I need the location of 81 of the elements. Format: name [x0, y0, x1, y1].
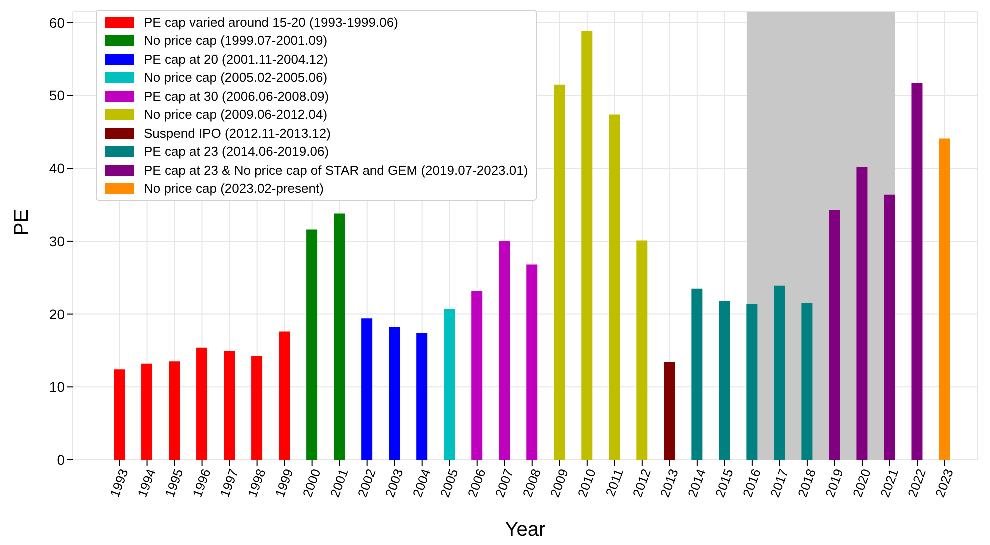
- bar: [499, 241, 510, 460]
- bar: [114, 370, 126, 460]
- bar: [856, 167, 868, 460]
- bar: [692, 288, 703, 460]
- x-tick-label: 1995: [162, 467, 186, 500]
- x-tick-label: 1994: [134, 467, 159, 500]
- bar: [664, 362, 676, 460]
- bar: [444, 309, 456, 460]
- bar: [416, 333, 428, 460]
- y-tick-label: 50: [49, 88, 66, 104]
- bar: [362, 318, 373, 460]
- y-tick-label: 40: [49, 160, 66, 177]
- y-tick-label: 20: [49, 306, 66, 322]
- x-tick-label: 1993: [107, 467, 132, 500]
- x-tick-label: 2000: [300, 467, 324, 500]
- bar: [774, 286, 786, 460]
- bar: [334, 214, 346, 460]
- bar: [554, 84, 566, 460]
- bar: [636, 240, 648, 460]
- legend-label: PE cap at 20 (2001.11-2004.12): [144, 52, 328, 67]
- x-tick-label: 2015: [712, 467, 736, 500]
- x-tick-label: 2005: [437, 467, 462, 500]
- bar: [142, 364, 153, 460]
- x-tick-label: 2022: [904, 467, 929, 500]
- bar: [609, 114, 620, 460]
- x-tick-label: 1998: [244, 467, 269, 500]
- x-tick-label: 2004: [410, 467, 434, 500]
- x-tick-label: 2019: [822, 467, 846, 500]
- y-tick-label: 10: [49, 379, 66, 396]
- bar: [196, 348, 208, 460]
- x-tick-label: 2009: [547, 467, 572, 500]
- bar: [306, 230, 318, 460]
- legend-label: No price cap (2009.06-2012.04): [144, 107, 328, 122]
- bar: [912, 83, 923, 460]
- x-tick-label: 1999: [272, 467, 296, 500]
- y-axis-title: PE: [11, 209, 34, 236]
- bar: [169, 362, 180, 460]
- x-tick-label: 1996: [190, 467, 214, 500]
- legend-label: PE cap at 30 (2006.06-2008.09): [144, 88, 330, 104]
- bar: [389, 327, 400, 460]
- bar: [252, 356, 263, 460]
- x-axis-title: Year: [505, 519, 546, 541]
- bar: [472, 291, 483, 460]
- x-tick-label: 2020: [850, 467, 874, 500]
- bar: [526, 264, 538, 460]
- legend-label: PE cap at 23 (2014.06-2019.06): [144, 144, 330, 160]
- y-tick-label: 0: [57, 452, 66, 468]
- x-tick-label: 1997: [217, 467, 242, 500]
- bar: [224, 351, 236, 460]
- x-tick-label: 2003: [382, 467, 406, 500]
- bar: [939, 138, 950, 460]
- y-tick-label: 60: [49, 14, 66, 31]
- x-tick-label: 2008: [520, 467, 544, 500]
- legend-label: PE cap varied around 15-20 (1993-1999.06): [144, 14, 398, 30]
- x-tick-label: 2012: [630, 467, 654, 500]
- x-tick-label: 2016: [740, 467, 764, 500]
- x-tick-label: 2014: [684, 467, 709, 500]
- legend-label: No price cap (2023.02-present): [144, 181, 324, 196]
- x-tick-label: 2023: [932, 467, 956, 500]
- bar: [582, 30, 593, 460]
- x-tick-label: 2018: [794, 467, 819, 500]
- x-tick-label: 2007: [492, 467, 516, 500]
- legend-label: PE cap at 23 & No price cap of STAR and GEM (2019.07-2023.01): [144, 162, 528, 178]
- bar: [719, 301, 730, 460]
- x-tick-label: 2002: [354, 467, 379, 500]
- bar: [279, 332, 290, 460]
- x-tick-label: 2021: [877, 467, 902, 500]
- bar: [829, 210, 840, 460]
- y-tick-label: 30: [49, 233, 66, 250]
- x-tick-label: 2011: [602, 467, 626, 498]
- x-tick-label: 2010: [574, 467, 599, 500]
- x-tick-label: 2001: [327, 467, 352, 500]
- x-tick-label: 2017: [767, 467, 792, 500]
- legend-label: Suspend IPO (2012.11-2013.12): [144, 126, 331, 141]
- x-tick-label: 2006: [464, 467, 489, 500]
- x-tick-label: 2013: [657, 467, 682, 500]
- legend-label: No price cap (2005.02-2005.06): [144, 70, 328, 86]
- bar: [802, 303, 813, 460]
- bar: [746, 304, 758, 460]
- bar: [884, 194, 896, 460]
- legend-label: No price cap (1999.07-2001.09): [144, 33, 328, 48]
